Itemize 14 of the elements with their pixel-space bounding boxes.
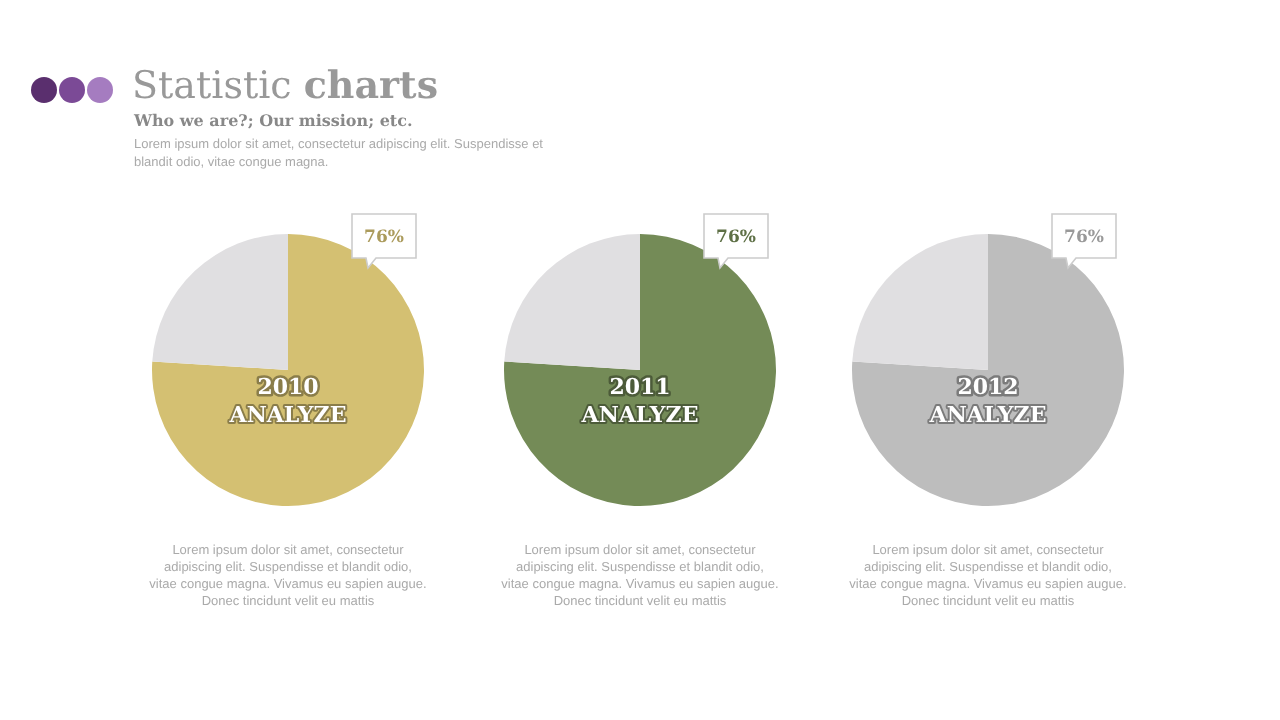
data-label: 76% <box>364 228 404 248</box>
text: ANALYZE <box>927 402 1047 428</box>
pie-slice <box>152 234 288 370</box>
text: 2011 <box>609 374 671 400</box>
text: ANALYZE <box>227 402 347 428</box>
pie-slice <box>504 234 640 370</box>
text: 2010 <box>257 374 320 400</box>
data-label: 76% <box>1064 228 1104 248</box>
text: ANALYZE <box>579 402 699 428</box>
pie-slice <box>852 234 988 370</box>
text: Who we are?; Our mission; etc. <box>132 110 413 130</box>
text: Statistic charts <box>132 64 439 108</box>
data-label: 76% <box>716 228 756 248</box>
text: 2012 <box>957 374 1019 400</box>
